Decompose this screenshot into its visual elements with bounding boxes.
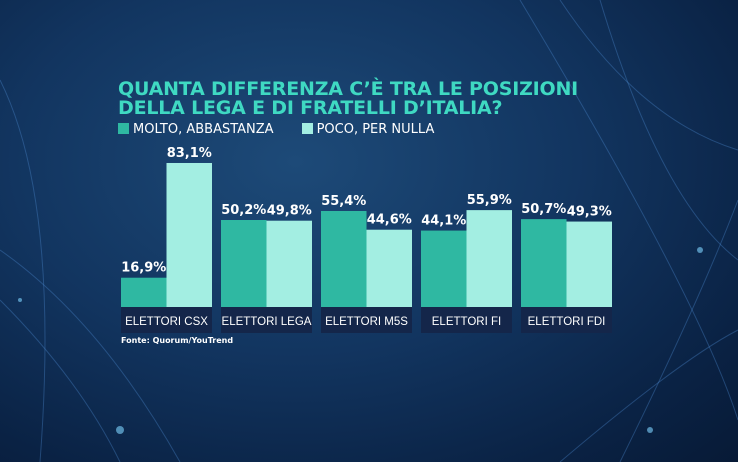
source-note: Fonte: Quorum/YouTrend	[121, 336, 234, 345]
chart-title: QUANTA DIFFERENZA C’È TRA LE POSIZIONI D…	[118, 80, 578, 118]
data-label: 49,8%	[267, 204, 312, 219]
bar	[221, 220, 267, 307]
category-label-box	[221, 307, 312, 333]
bar	[266, 220, 312, 307]
category-label-box	[121, 307, 212, 333]
category-label: ELETTORI FI	[432, 316, 501, 328]
bar	[121, 277, 167, 307]
data-label: 55,4%	[321, 194, 366, 209]
category-label-box	[321, 307, 412, 333]
category-label: ELETTORI M5S	[325, 316, 408, 328]
bar	[366, 229, 412, 307]
category-label-box	[521, 307, 612, 333]
category-label: ELETTORI FDI	[528, 316, 606, 328]
legend: MOLTO, ABBASTANZA POCO, PER NULLA	[118, 122, 434, 137]
legend-label: MOLTO, ABBASTANZA	[133, 122, 274, 137]
data-label: 50,7%	[521, 202, 566, 217]
category-label: ELETTORI LEGA	[222, 316, 312, 328]
bar	[566, 221, 612, 307]
data-label: 44,6%	[367, 213, 412, 228]
legend-item-molto: MOLTO, ABBASTANZA	[118, 122, 274, 137]
category-label: ELETTORI CSX	[125, 316, 208, 328]
data-label: 49,3%	[567, 205, 612, 220]
data-label: 83,1%	[167, 146, 212, 161]
category-label-box	[421, 307, 512, 333]
bar	[421, 230, 467, 307]
legend-swatch	[118, 123, 129, 134]
data-label: 55,9%	[467, 193, 512, 208]
data-label: 50,2%	[221, 203, 266, 218]
bar	[521, 219, 567, 307]
data-label: 16,9%	[121, 261, 166, 276]
legend-swatch	[301, 123, 313, 134]
bar	[321, 210, 367, 307]
title-line-2: DELLA LEGA E DI FRATELLI D’ITALIA?	[118, 97, 503, 119]
data-label: 44,1%	[421, 214, 466, 229]
title-line-1: QUANTA DIFFERENZA C’È TRA LE POSIZIONI	[118, 78, 579, 100]
legend-label: POCO, PER NULLA	[316, 122, 435, 137]
legend-item-poco: POCO, PER NULLA	[301, 122, 435, 137]
bar	[166, 162, 212, 307]
bar	[466, 210, 512, 307]
